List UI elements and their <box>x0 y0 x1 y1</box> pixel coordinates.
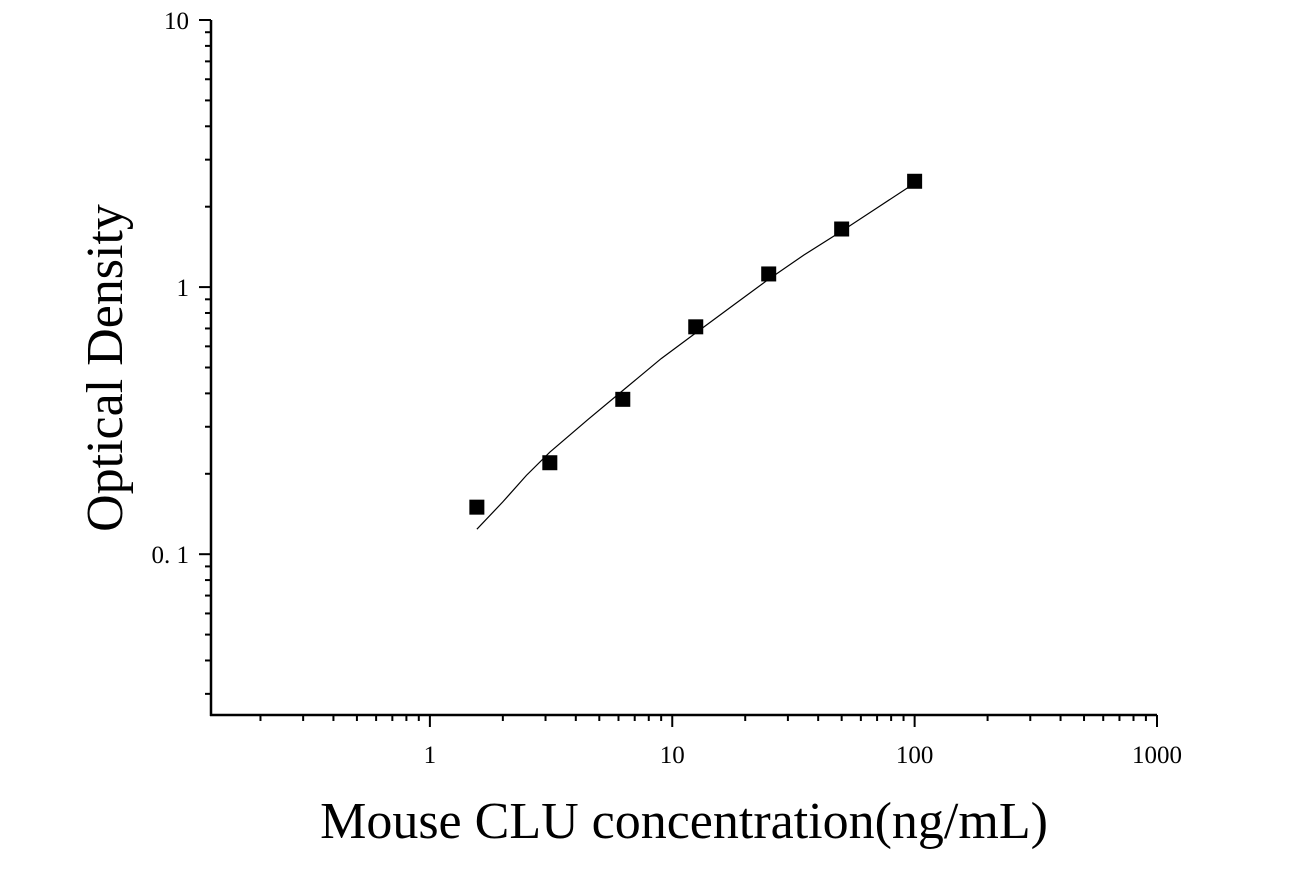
y-axis-label: Optical Density <box>77 204 134 532</box>
y-tick-label: 1 <box>177 275 190 302</box>
data-point <box>688 319 704 335</box>
data-point <box>469 499 485 515</box>
x-tick-label: 10 <box>660 742 685 769</box>
y-tick-label: 0. 1 <box>152 542 190 569</box>
fit-curve <box>476 182 915 530</box>
x-axis-label: Mouse CLU concentration(ng/mL) <box>320 793 1048 850</box>
data-point <box>615 391 631 407</box>
x-tick-label: 1 <box>424 742 437 769</box>
data-point <box>542 455 558 471</box>
data-point <box>834 221 850 237</box>
y-tick-label: 10 <box>164 8 189 35</box>
x-tick-label: 100 <box>896 742 934 769</box>
x-tick-label: 1000 <box>1132 742 1182 769</box>
data-point <box>761 266 777 282</box>
